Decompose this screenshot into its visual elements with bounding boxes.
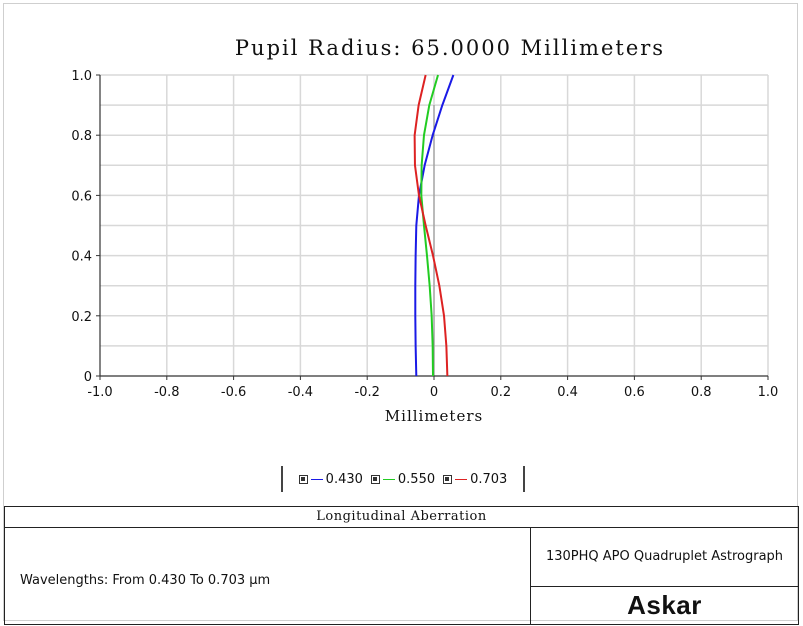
y-tick-label: 0.4: [71, 250, 92, 265]
legend-label: 0.703: [470, 471, 508, 487]
x-axis-label: Millimeters: [385, 407, 483, 425]
wavelength-cell: Wavelengths: From 0.430 To 0.703 μm: [5, 527, 531, 624]
x-tick-label: -0.6: [221, 385, 246, 400]
askar-logo: Askar: [627, 590, 702, 620]
checkbox-icon: [443, 474, 453, 484]
chart-title: Pupil Radius: 65.0000 Millimeters: [234, 36, 666, 60]
legend-swatch: [455, 478, 468, 480]
x-tick-label: 0.2: [490, 385, 511, 400]
x-tick-label: 0.8: [691, 385, 712, 400]
legend-label: 0.550: [397, 471, 436, 487]
legend-swatch: [382, 478, 395, 480]
legend-item: 0.703: [443, 472, 507, 487]
series-line-0.703: [413, 74, 449, 377]
legend-item: 0.550: [370, 471, 436, 487]
x-tick-label: 0.6: [624, 385, 645, 400]
logo-cell: Askar: [531, 587, 798, 624]
aberration-chart: 0 0.2 0.4 0.6 0.8 1.0 -1.0 -0.8 -0.6 -0.4 -0.2 0 0.2…: [71, 69, 779, 425]
legend-swatch: [310, 478, 323, 480]
legend: 0.430 0.550 0.703: [281, 466, 525, 492]
info-table: Longitudinal Aberration Wavelengths: Fro…: [4, 506, 799, 625]
y-tick-label: 1.0: [71, 69, 92, 84]
x-tick-label: 1.0: [758, 385, 779, 400]
x-tick-label: -1.0: [87, 385, 112, 400]
checkbox-icon: [370, 474, 380, 484]
y-tick-label: 0.8: [71, 129, 92, 144]
series-line-0.430: [414, 74, 455, 377]
outer-border: [3, 3, 798, 621]
series-line-0.550: [420, 74, 439, 377]
x-tick-label: -0.4: [288, 385, 313, 400]
lens-name: 130PHQ APO Quadruplet Astrograph: [531, 527, 798, 587]
wavelength-text: Wavelengths: From 0.430 To 0.703 μm: [20, 573, 271, 588]
legend-label: 0.430: [325, 471, 363, 487]
legend-item: 0.430: [298, 471, 363, 487]
x-tick-label: 0: [430, 385, 438, 400]
x-tick-label: 0.4: [557, 385, 578, 400]
x-tick-label: -0.2: [355, 385, 380, 400]
checkbox-icon: [298, 474, 308, 484]
y-tick-label: 0: [84, 370, 92, 385]
table-header: Longitudinal Aberration: [5, 507, 798, 528]
y-tick-label: 0.2: [71, 310, 92, 325]
y-tick-label: 0.6: [71, 189, 92, 204]
x-tick-label: -0.8: [154, 385, 179, 400]
